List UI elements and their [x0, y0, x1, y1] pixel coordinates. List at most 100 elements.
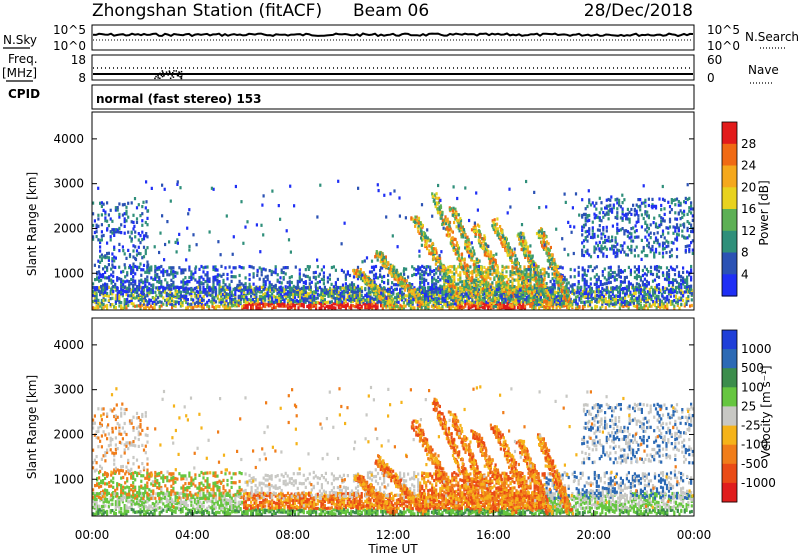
- power-cell: [353, 275, 355, 278]
- power-cell: [532, 274, 534, 277]
- power-cell: [672, 288, 674, 291]
- power-cell: [220, 265, 222, 268]
- freq-dip-dot: [163, 75, 165, 77]
- power-cell: [626, 276, 628, 279]
- power-cell: [289, 283, 291, 286]
- power-cell: [507, 254, 509, 257]
- power-cell: [381, 276, 383, 279]
- power-cell: [504, 237, 506, 240]
- power-cell: [582, 274, 584, 277]
- power-cell: [417, 230, 419, 233]
- power-cell: [664, 278, 666, 281]
- power-cell: [134, 272, 136, 275]
- power-cell: [436, 256, 438, 259]
- power-cell: [578, 305, 580, 308]
- power-cell: [424, 232, 426, 235]
- power-cell: [688, 290, 690, 293]
- power-cell: [514, 258, 516, 261]
- freq-dip-dot: [176, 73, 178, 75]
- power-cell: [668, 290, 670, 293]
- power-cell: [353, 291, 355, 294]
- power-cell: [435, 267, 437, 270]
- power-cell: [275, 284, 277, 287]
- power-cell: [364, 287, 366, 290]
- power-cell: [477, 284, 479, 287]
- power-cell: [524, 292, 526, 295]
- power-cell: [457, 295, 459, 298]
- power-cell: [421, 270, 423, 273]
- power-cell: [628, 266, 630, 269]
- power-cell: [102, 289, 104, 292]
- power-cell: [154, 265, 156, 268]
- power-cell: [483, 266, 485, 269]
- power-cell: [680, 303, 682, 306]
- power-cell: [481, 301, 483, 304]
- power-cell: [124, 266, 126, 269]
- power-cell: [132, 279, 134, 282]
- power-cell: [469, 271, 471, 274]
- power-cell: [433, 277, 435, 280]
- freq-dip-dot: [159, 73, 161, 75]
- power-cell: [524, 240, 526, 243]
- power-cell: [104, 298, 106, 301]
- power-cell: [666, 266, 668, 269]
- power-cell: [128, 283, 130, 286]
- power-cell: [670, 291, 672, 294]
- power-cell: [680, 283, 682, 286]
- power-cell: [432, 195, 434, 198]
- power-cell: [530, 273, 532, 276]
- power-cell: [319, 280, 321, 283]
- power-cell: [520, 232, 522, 235]
- power-cell: [691, 304, 693, 307]
- power-cell: [437, 276, 439, 279]
- power-cell: [361, 290, 363, 293]
- power-cell: [253, 275, 255, 278]
- power-cell: [437, 291, 439, 294]
- power-cell: [111, 297, 113, 300]
- power-cell: [431, 276, 433, 279]
- power-cell: [604, 282, 606, 285]
- power-cell: [673, 305, 675, 308]
- power-cell: [636, 268, 638, 271]
- power-cell: [458, 213, 460, 216]
- nsky-trace: [93, 34, 693, 37]
- power-cell: [596, 278, 598, 281]
- power-cell: [550, 302, 552, 305]
- power-cell: [606, 282, 608, 285]
- power-cell: [186, 291, 188, 294]
- power-cell: [309, 282, 311, 285]
- power-cell: [523, 236, 525, 239]
- power-cell: [482, 237, 484, 240]
- power-cell: [269, 269, 271, 272]
- power-cell: [578, 274, 580, 277]
- power-cell: [222, 285, 224, 288]
- power-cell: [521, 248, 523, 251]
- power-cell: [170, 279, 172, 282]
- power-cell: [666, 287, 668, 290]
- power-cell: [680, 286, 682, 289]
- power-cell: [297, 280, 299, 283]
- power-cell: [154, 268, 156, 271]
- freq-dip-dot: [159, 78, 161, 80]
- power-cell: [500, 241, 502, 244]
- power-cell: [419, 273, 421, 276]
- power-cell: [180, 271, 182, 274]
- power-cell: [642, 280, 644, 283]
- power-cell: [437, 211, 439, 214]
- power-cell: [431, 290, 433, 293]
- power-cell: [347, 290, 349, 293]
- power-cell: [184, 276, 186, 279]
- power-cell: [249, 273, 251, 276]
- power-cell: [303, 274, 305, 277]
- power-cell: [445, 219, 447, 222]
- power-cell: [150, 265, 152, 268]
- power-cell: [598, 285, 600, 288]
- power-cell: [249, 278, 251, 281]
- power-cell: [196, 281, 198, 284]
- power-cell: [570, 275, 572, 278]
- power-cell: [538, 265, 540, 268]
- power-cell: [435, 286, 437, 289]
- power-cell: [616, 288, 618, 291]
- power-cell: [650, 270, 652, 273]
- power-cell: [192, 276, 194, 279]
